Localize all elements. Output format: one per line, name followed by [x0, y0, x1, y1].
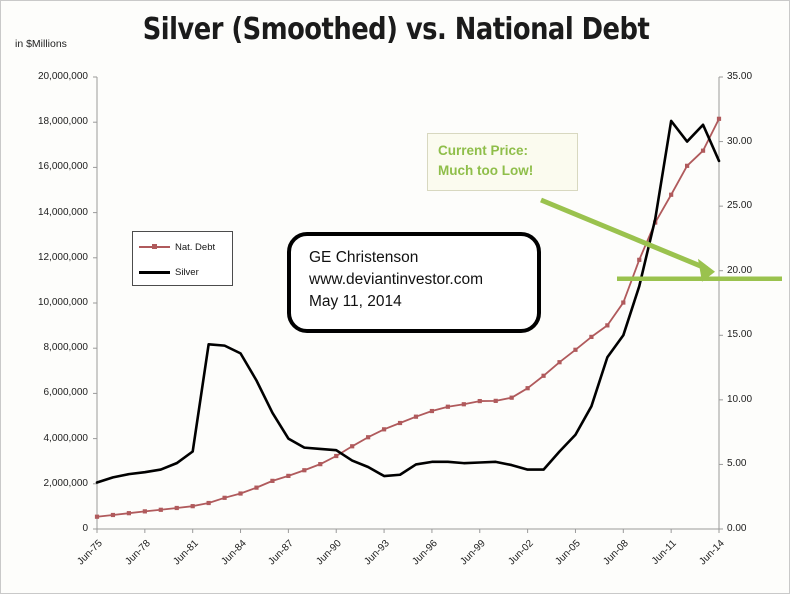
- series-marker-nat-debt: [669, 192, 674, 197]
- series-marker-nat-debt: [461, 402, 466, 407]
- series-marker-nat-debt: [222, 495, 227, 500]
- series-marker-nat-debt: [334, 453, 339, 459]
- series-marker-nat-debt: [397, 420, 403, 426]
- left-axis-tick-label: 20,000,000: [37, 71, 88, 82]
- series-marker-nat-debt: [541, 373, 546, 378]
- right-axis-tick-label: 10.00: [727, 393, 753, 405]
- series-marker-nat-debt: [445, 404, 450, 409]
- units-note-label: in $Millions: [15, 38, 67, 50]
- right-axis-tick-label: 5.00: [727, 458, 747, 470]
- left-axis-tick-label: 2,000,000: [43, 477, 89, 489]
- series-line-silver: [95, 119, 721, 484]
- right-axis-tick-label: 0.00: [727, 523, 747, 534]
- series-marker-nat-debt: [700, 148, 706, 153]
- series-marker-nat-debt: [126, 511, 131, 516]
- right-axis-tick-label: 35.00: [727, 71, 753, 82]
- series-marker-nat-debt: [270, 478, 275, 483]
- series-marker-nat-debt: [429, 408, 435, 414]
- series-marker-nat-debt: [716, 116, 722, 121]
- attribution-callout: GE Christenson www.deviantinvestor.com M…: [287, 232, 541, 333]
- series-marker-nat-debt: [493, 398, 498, 403]
- series-marker-nat-debt: [413, 414, 419, 419]
- legend-label-silver: Silver: [175, 266, 199, 278]
- left-axis-tick-label: 12,000,000: [37, 251, 88, 263]
- left-axis-tick-label: 10,000,000: [37, 297, 88, 308]
- legend-swatch-nat-debt: [139, 244, 170, 249]
- left-axis-tick-label: 6,000,000: [43, 387, 89, 399]
- left-axis-tick-label: 16,000,000: [37, 161, 88, 173]
- left-axis-tick-label: 14,000,000: [37, 206, 88, 218]
- series-marker-nat-debt: [685, 163, 690, 168]
- series-marker-nat-debt: [94, 514, 100, 519]
- left-axis-tick-label: 18,000,000: [37, 116, 88, 128]
- left-axis-tick-label: 0: [82, 523, 88, 534]
- series-marker-nat-debt: [286, 473, 291, 478]
- series-marker-nat-debt: [350, 444, 355, 449]
- annotation-arrow-shaft: [540, 197, 708, 272]
- series-marker-nat-debt: [525, 386, 530, 391]
- series-marker-nat-debt: [557, 360, 562, 365]
- series-marker-nat-debt: [206, 500, 211, 506]
- right-axis-tick-label: 25.00: [727, 200, 753, 212]
- series-marker-nat-debt: [589, 334, 594, 339]
- page-title: Silver (Smoothed) vs. National Debt: [142, 12, 650, 47]
- legend-label-nat-debt: Nat. Debt: [175, 241, 216, 253]
- series-marker-nat-debt: [158, 507, 163, 512]
- legend-swatch-silver: [139, 270, 170, 274]
- right-axis-tick-label: 20.00: [727, 264, 753, 276]
- left-axis-tick-label: 4,000,000: [43, 432, 89, 444]
- series-marker-nat-debt: [174, 505, 179, 511]
- annotation-arrow-head: [698, 258, 715, 282]
- series-marker-nat-debt: [318, 462, 323, 467]
- legend-item-nat-debt: Nat. Debt: [139, 239, 215, 255]
- series-line-nat-debt: [96, 117, 720, 518]
- series-marker-nat-debt: [477, 398, 482, 404]
- series-marker-nat-debt: [381, 427, 387, 432]
- series-marker-nat-debt: [605, 323, 610, 328]
- series-marker-nat-debt: [190, 504, 195, 509]
- right-axis-tick-label: 30.00: [727, 135, 753, 147]
- series-marker-nat-debt: [142, 509, 147, 514]
- series-marker-nat-debt: [366, 435, 371, 440]
- series-marker-nat-debt: [254, 485, 259, 490]
- series-marker-nat-debt: [637, 257, 642, 262]
- chart-legend: Nat. Debt Silver: [132, 231, 233, 286]
- series-marker-nat-debt: [621, 300, 626, 305]
- left-axis-tick-label: 8,000,000: [43, 342, 89, 354]
- annotation-callout: Current Price: Much too Low!: [427, 133, 578, 191]
- series-marker-nat-debt: [302, 468, 307, 473]
- series-marker-nat-debt: [110, 512, 116, 518]
- series-marker-nat-debt: [509, 395, 514, 400]
- attribution-text: GE Christenson www.deviantinvestor.com M…: [309, 249, 484, 310]
- legend-marker-nat-debt: [152, 244, 157, 249]
- legend-item-silver: Silver: [139, 264, 199, 280]
- annotation-text: Current Price: Much too Low!: [438, 143, 534, 178]
- series-marker-nat-debt: [238, 491, 243, 496]
- series-marker-nat-debt: [573, 347, 578, 352]
- right-axis-tick-label: 15.00: [727, 329, 753, 341]
